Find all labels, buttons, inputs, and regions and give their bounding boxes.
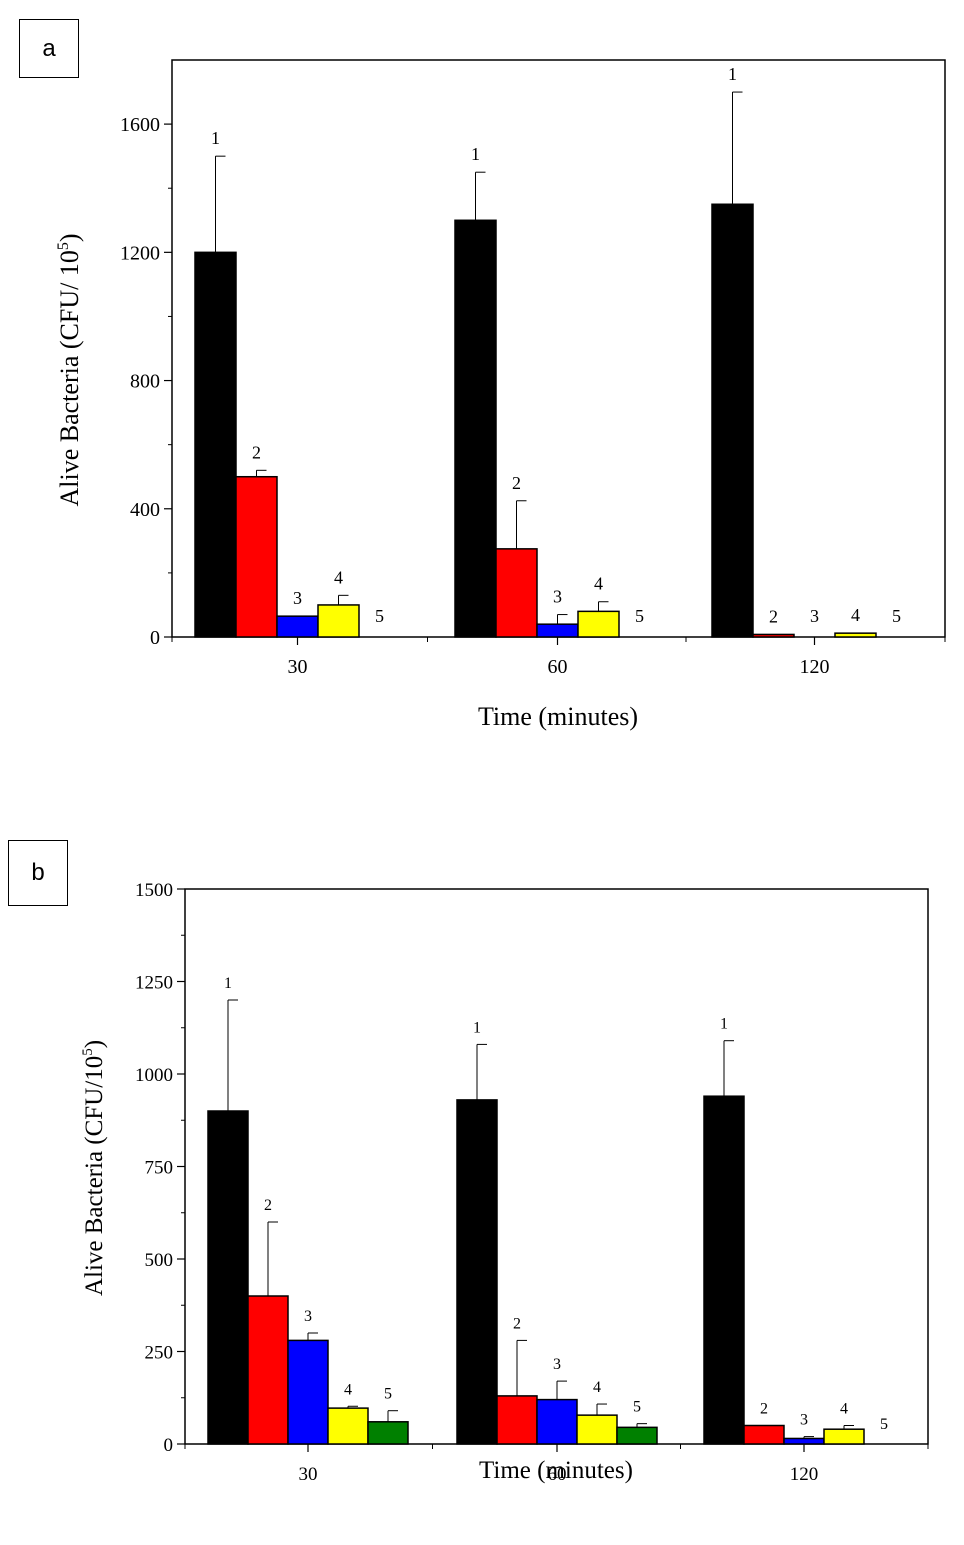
panel-label-a: a bbox=[19, 19, 79, 78]
bar-b-series-3-60 bbox=[536, 1398, 578, 1445]
x-tick-label-a: 60 bbox=[548, 656, 568, 678]
data-label-a: 1 bbox=[211, 128, 220, 148]
y-tick-label-a: 400 bbox=[130, 499, 160, 521]
data-label-a: 4 bbox=[594, 574, 603, 594]
bar-b-series-1-60 bbox=[456, 1099, 498, 1445]
data-label-a: 1 bbox=[728, 64, 737, 84]
data-label-b: 2 bbox=[513, 1315, 521, 1332]
bar-b-series-4-120 bbox=[823, 1428, 865, 1445]
x-tick-label-b: 60 bbox=[548, 1464, 567, 1485]
bar-b-series-3-120 bbox=[783, 1437, 825, 1445]
bar-b-series-1-30 bbox=[207, 1110, 249, 1445]
x-tick-label-b: 120 bbox=[790, 1464, 819, 1485]
y-tick-label-b: 0 bbox=[164, 1435, 174, 1456]
y-tick-label-a: 0 bbox=[150, 627, 160, 649]
data-label-a: 4 bbox=[851, 605, 860, 625]
y-tick-label-a: 1200 bbox=[120, 242, 160, 264]
bar-a-series-1-120 bbox=[711, 203, 754, 638]
bar-a-series-2-30 bbox=[235, 475, 278, 638]
bar-a-series-2-120 bbox=[752, 633, 795, 638]
y-tick-label-a: 800 bbox=[130, 371, 160, 393]
data-label-b: 1 bbox=[720, 1016, 728, 1033]
data-label-a: 3 bbox=[553, 587, 562, 607]
bar-b-series-5-30 bbox=[367, 1421, 409, 1445]
data-label-b: 1 bbox=[473, 1019, 481, 1036]
data-label-a: 5 bbox=[375, 606, 384, 626]
data-label-a: 3 bbox=[293, 588, 302, 608]
bar-a-series-4-30 bbox=[317, 604, 360, 638]
data-label-b: 3 bbox=[800, 1412, 808, 1429]
bar-b-series-2-60 bbox=[496, 1395, 538, 1445]
panel-label-b: b bbox=[8, 840, 68, 906]
x-tick-label-a: 30 bbox=[288, 656, 308, 678]
data-label-b: 4 bbox=[344, 1381, 352, 1398]
y-tick-label-b: 750 bbox=[145, 1158, 174, 1179]
bar-b-series-4-30 bbox=[327, 1407, 369, 1445]
y-tick-label-b: 1000 bbox=[135, 1065, 173, 1086]
bar-b-series-3-30 bbox=[287, 1339, 329, 1445]
x-axis-label-a: Time (minutes) bbox=[478, 702, 638, 731]
data-label-b: 5 bbox=[633, 1399, 641, 1416]
data-label-a: 2 bbox=[512, 473, 521, 493]
data-label-a: 2 bbox=[252, 442, 261, 462]
bar-a-series-2-60 bbox=[495, 548, 538, 638]
data-label-a: 5 bbox=[635, 606, 644, 626]
y-axis-label-b: Alive Bacteria (CFU/105) bbox=[80, 1040, 108, 1296]
data-label-b: 2 bbox=[264, 1197, 272, 1214]
data-label-b: 3 bbox=[553, 1356, 561, 1373]
y-tick-label-b: 250 bbox=[145, 1343, 174, 1364]
data-label-a: 1 bbox=[471, 144, 480, 164]
bar-b-series-1-120 bbox=[703, 1095, 745, 1445]
y-tick-label-b: 500 bbox=[145, 1250, 174, 1271]
data-label-a: 5 bbox=[892, 606, 901, 626]
bar-b-series-2-30 bbox=[247, 1295, 289, 1445]
data-label-b: 5 bbox=[880, 1416, 888, 1433]
data-label-b: 5 bbox=[384, 1386, 392, 1403]
y-tick-label-b: 1250 bbox=[135, 973, 173, 994]
data-label-a: 2 bbox=[769, 606, 778, 626]
bar-a-series-4-120 bbox=[834, 632, 877, 638]
data-label-b: 3 bbox=[304, 1308, 312, 1325]
bar-b-series-2-120 bbox=[743, 1424, 785, 1445]
data-label-a: 4 bbox=[334, 567, 343, 587]
x-tick-label-b: 30 bbox=[299, 1464, 318, 1485]
y-tick-label-b: 1500 bbox=[135, 880, 173, 901]
y-axis-label-a: Alive Bacteria (CFU/ 105) bbox=[55, 233, 84, 506]
data-label-b: 1 bbox=[224, 975, 232, 992]
data-label-b: 4 bbox=[840, 1401, 848, 1418]
data-label-a: 3 bbox=[810, 606, 819, 626]
bar-b-series-4-60 bbox=[576, 1414, 618, 1445]
x-axis-label-b: Time (minutes) bbox=[479, 1457, 633, 1484]
data-label-b: 2 bbox=[760, 1401, 768, 1418]
bar-b-series-5-60 bbox=[616, 1426, 658, 1445]
bar-a-series-1-60 bbox=[454, 219, 497, 638]
data-label-b: 4 bbox=[593, 1379, 601, 1396]
y-tick-label-a: 1600 bbox=[120, 114, 160, 136]
x-tick-label-a: 120 bbox=[800, 656, 830, 678]
